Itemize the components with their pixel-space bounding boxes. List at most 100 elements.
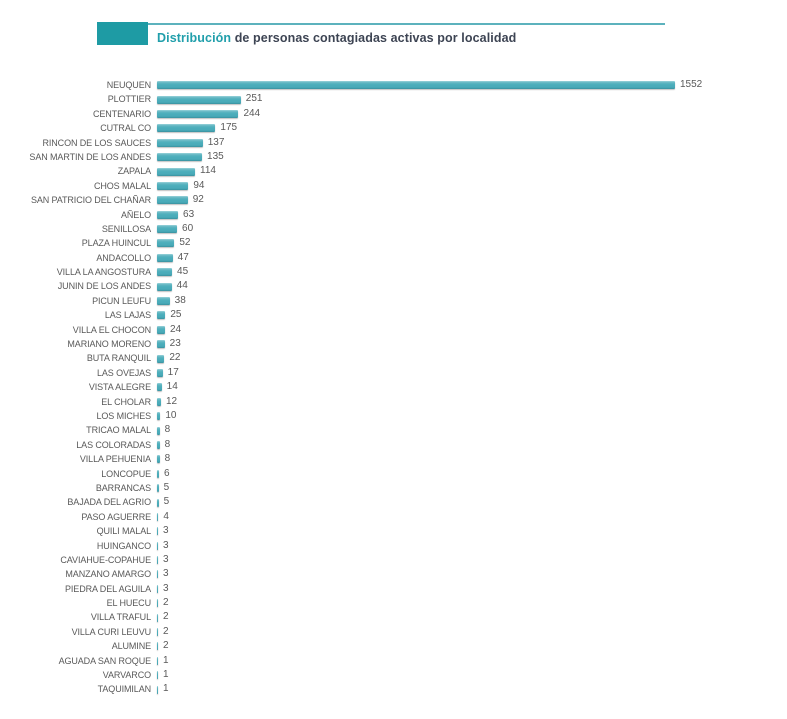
- bar: [157, 325, 165, 334]
- category-label: PLOTTIER: [107, 94, 151, 105]
- bar: [157, 671, 158, 680]
- value-label: 244: [243, 107, 261, 119]
- category-label: EL HUECU: [106, 598, 151, 609]
- category-label: LONCOPUE: [101, 468, 151, 479]
- value-label: 1552: [680, 79, 703, 90]
- category-label: BAJADA DEL AGRIO: [67, 497, 151, 508]
- category-label: NEUQUEN: [106, 80, 151, 90]
- value-label: 6: [164, 467, 170, 479]
- chart-row: SAN PATRICIO DEL CHAÑAR 92: [0, 193, 787, 207]
- chart-row: NEUQUEN 1552: [0, 78, 787, 92]
- category-label: MANZANO AMARGO: [65, 569, 151, 580]
- category-label: VILLA TRAFUL: [90, 612, 151, 623]
- category-label: VILLA CURI LEUVU: [71, 626, 152, 637]
- chart-row: MARIANO MORENO 23: [0, 337, 787, 351]
- value-label: 94: [193, 179, 205, 191]
- bar: [157, 138, 203, 147]
- chart-row: VILLA TRAFUL 2: [0, 610, 787, 624]
- value-label: 1: [163, 654, 169, 666]
- chart-row: SENILLOSA 60: [0, 222, 787, 236]
- bar: [157, 628, 158, 637]
- category-label: BUTA RANQUIL: [86, 353, 151, 364]
- header-accent-line: [97, 23, 665, 25]
- value-label: 114: [200, 165, 216, 177]
- chart-row: EL HUECU 2: [0, 596, 787, 610]
- bar: [157, 225, 178, 234]
- chart-row: SAN MARTIN DE LOS ANDES 135: [0, 150, 787, 164]
- bar: [157, 196, 188, 205]
- category-label: BARRANCAS: [95, 482, 151, 493]
- value-label: 2: [163, 640, 169, 652]
- bar: [157, 570, 158, 579]
- value-label: 8: [164, 424, 171, 436]
- value-label: 12: [166, 395, 178, 407]
- value-label: 251: [245, 93, 263, 105]
- bar: [157, 81, 675, 90]
- category-label: ANDACOLLO: [96, 252, 151, 263]
- category-label: SAN MARTIN DE LOS ANDES: [29, 151, 151, 162]
- value-label: 2: [163, 611, 169, 623]
- chart-row: BAJADA DEL AGRIO 5: [0, 495, 787, 509]
- chart-row: PLAZA HUINCUL 52: [0, 236, 787, 250]
- chart-row: PLOTTIER 251: [0, 92, 787, 106]
- value-label: 52: [179, 237, 191, 249]
- chart-row: BUTA RANQUIL 22: [0, 351, 787, 365]
- value-label: 10: [165, 409, 177, 421]
- chart-row: TAQUIMILAN 1: [0, 682, 787, 696]
- bar: [157, 455, 160, 464]
- chart-row: RINCON DE LOS SAUCES 137: [0, 136, 787, 150]
- chart-row: LAS COLORADAS 8: [0, 438, 787, 452]
- category-label: SENILLOSA: [101, 223, 151, 234]
- bar: [157, 210, 179, 219]
- value-label: 60: [182, 222, 194, 234]
- value-label: 137: [207, 136, 225, 148]
- bar: [157, 95, 241, 104]
- category-label: CUTRAL CO: [100, 123, 151, 134]
- category-label: VILLA PEHUENIA: [79, 454, 151, 465]
- bar: [157, 153, 203, 162]
- category-label: PIEDRA DEL AGUILA: [64, 583, 151, 594]
- value-label: 14: [166, 381, 178, 393]
- category-label: AÑELO: [120, 209, 151, 220]
- bar: [157, 484, 159, 493]
- bar: [157, 412, 161, 421]
- value-label: 3: [163, 525, 169, 537]
- chart-row: AÑELO 63: [0, 208, 787, 222]
- bar: [157, 498, 159, 507]
- category-label: CAVIAHUE-COPAHUE: [60, 554, 151, 565]
- bar: [157, 642, 158, 651]
- bar: [157, 613, 158, 622]
- bar: [157, 297, 170, 306]
- chart-row: VILLA PEHUENIA 8: [0, 452, 787, 466]
- category-label: VILLA LA ANGOSTURA: [56, 267, 151, 278]
- value-label: 135: [207, 150, 224, 162]
- value-label: 3: [163, 568, 169, 580]
- bar: [157, 181, 189, 190]
- bar: [157, 340, 165, 349]
- value-label: 22: [169, 352, 181, 364]
- value-label: 2: [163, 625, 169, 637]
- bar: [157, 656, 158, 665]
- category-label: HUINGANCO: [96, 540, 151, 551]
- bar: [157, 383, 162, 392]
- category-label: SAN PATRICIO DEL CHAÑAR: [30, 195, 151, 206]
- chart-row: CHOS MALAL 94: [0, 179, 787, 193]
- value-label: 24: [170, 323, 182, 335]
- chart-row: VILLA CURI LEUVU 2: [0, 625, 787, 639]
- chart-row: HUINGANCO 3: [0, 539, 787, 553]
- category-label: EL CHOLAR: [101, 396, 151, 407]
- category-label: MARIANO MORENO: [67, 339, 151, 350]
- chart-row: VARVARCO 1: [0, 668, 787, 682]
- category-label: LOS MICHES: [96, 410, 151, 421]
- page-title: Distribución de personas contagiadas act…: [157, 31, 516, 45]
- value-label: 44: [176, 280, 188, 292]
- category-label: VILLA EL CHOCON: [72, 324, 151, 335]
- bar: [157, 268, 173, 277]
- chart-row: CUTRAL CO 175: [0, 121, 787, 135]
- category-label: VARVARCO: [102, 670, 151, 681]
- chart-row: PASO AGUERRE 4: [0, 510, 787, 524]
- value-label: 1: [163, 669, 169, 681]
- chart-row: JUNIN DE LOS ANDES 44: [0, 279, 787, 293]
- bar: [157, 584, 158, 593]
